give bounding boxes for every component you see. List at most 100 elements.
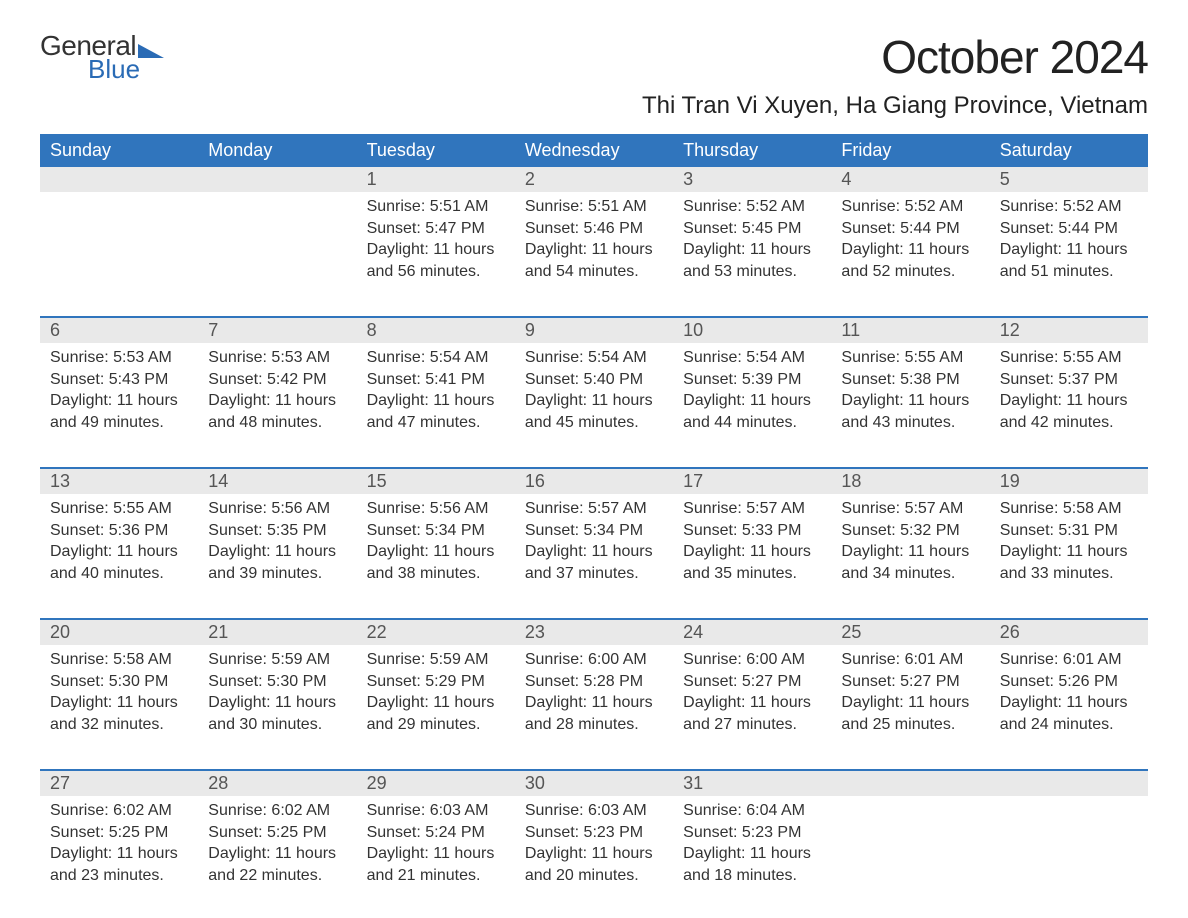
calendar: Sunday Monday Tuesday Wednesday Thursday… bbox=[40, 134, 1148, 906]
day-daylight2: and 27 minutes. bbox=[683, 714, 821, 736]
day-number: 9 bbox=[515, 318, 673, 343]
day-number: 13 bbox=[40, 469, 198, 494]
day-number: 7 bbox=[198, 318, 356, 343]
day-cell: Sunrise: 5:59 AMSunset: 5:29 PMDaylight:… bbox=[357, 645, 515, 755]
daynum-row: 2728293031 bbox=[40, 771, 1148, 796]
day-sunrise: Sunrise: 5:53 AM bbox=[50, 347, 188, 369]
day-cell: Sunrise: 5:52 AMSunset: 5:44 PMDaylight:… bbox=[990, 192, 1148, 302]
daynum-row: 20212223242526 bbox=[40, 620, 1148, 645]
day-sunrise: Sunrise: 5:55 AM bbox=[50, 498, 188, 520]
day-sunrise: Sunrise: 5:58 AM bbox=[1000, 498, 1138, 520]
day-sunrise: Sunrise: 5:52 AM bbox=[841, 196, 979, 218]
day-sunrise: Sunrise: 6:03 AM bbox=[367, 800, 505, 822]
day-sunset: Sunset: 5:23 PM bbox=[683, 822, 821, 844]
day-daylight2: and 18 minutes. bbox=[683, 865, 821, 887]
day-daylight1: Daylight: 11 hours bbox=[50, 541, 188, 563]
day-daylight1: Daylight: 11 hours bbox=[683, 692, 821, 714]
day-daylight1: Daylight: 11 hours bbox=[683, 541, 821, 563]
dayhead-tuesday: Tuesday bbox=[357, 134, 515, 167]
day-daylight1: Daylight: 11 hours bbox=[683, 390, 821, 412]
day-number: 2 bbox=[515, 167, 673, 192]
dayhead-wednesday: Wednesday bbox=[515, 134, 673, 167]
day-cell: Sunrise: 5:59 AMSunset: 5:30 PMDaylight:… bbox=[198, 645, 356, 755]
day-sunset: Sunset: 5:32 PM bbox=[841, 520, 979, 542]
day-cell: Sunrise: 6:03 AMSunset: 5:23 PMDaylight:… bbox=[515, 796, 673, 906]
day-number: 16 bbox=[515, 469, 673, 494]
day-cell: Sunrise: 6:03 AMSunset: 5:24 PMDaylight:… bbox=[357, 796, 515, 906]
day-daylight2: and 25 minutes. bbox=[841, 714, 979, 736]
day-sunset: Sunset: 5:25 PM bbox=[208, 822, 346, 844]
day-sunrise: Sunrise: 6:00 AM bbox=[683, 649, 821, 671]
day-sunrise: Sunrise: 6:02 AM bbox=[208, 800, 346, 822]
day-sunset: Sunset: 5:26 PM bbox=[1000, 671, 1138, 693]
day-number bbox=[990, 771, 1148, 796]
week-row: 13141516171819Sunrise: 5:55 AMSunset: 5:… bbox=[40, 467, 1148, 604]
day-sunrise: Sunrise: 5:52 AM bbox=[1000, 196, 1138, 218]
day-sunset: Sunset: 5:38 PM bbox=[841, 369, 979, 391]
day-sunrise: Sunrise: 5:59 AM bbox=[208, 649, 346, 671]
day-sunset: Sunset: 5:23 PM bbox=[525, 822, 663, 844]
day-number: 21 bbox=[198, 620, 356, 645]
day-number bbox=[831, 771, 989, 796]
day-number: 10 bbox=[673, 318, 831, 343]
day-sunset: Sunset: 5:40 PM bbox=[525, 369, 663, 391]
day-daylight1: Daylight: 11 hours bbox=[208, 541, 346, 563]
day-daylight1: Daylight: 11 hours bbox=[525, 541, 663, 563]
day-daylight1: Daylight: 11 hours bbox=[208, 390, 346, 412]
dayhead-thursday: Thursday bbox=[673, 134, 831, 167]
day-sunrise: Sunrise: 6:00 AM bbox=[525, 649, 663, 671]
day-sunset: Sunset: 5:33 PM bbox=[683, 520, 821, 542]
day-sunset: Sunset: 5:41 PM bbox=[367, 369, 505, 391]
day-cell: Sunrise: 5:52 AMSunset: 5:44 PMDaylight:… bbox=[831, 192, 989, 302]
day-number: 28 bbox=[198, 771, 356, 796]
day-number: 3 bbox=[673, 167, 831, 192]
day-sunset: Sunset: 5:43 PM bbox=[50, 369, 188, 391]
dayhead-friday: Friday bbox=[831, 134, 989, 167]
day-number: 14 bbox=[198, 469, 356, 494]
day-number: 25 bbox=[831, 620, 989, 645]
day-daylight2: and 43 minutes. bbox=[841, 412, 979, 434]
day-header-row: Sunday Monday Tuesday Wednesday Thursday… bbox=[40, 134, 1148, 167]
brand-logo: General Blue bbox=[40, 30, 164, 85]
day-sunset: Sunset: 5:34 PM bbox=[525, 520, 663, 542]
day-daylight2: and 37 minutes. bbox=[525, 563, 663, 585]
day-daylight1: Daylight: 11 hours bbox=[841, 541, 979, 563]
day-cell: Sunrise: 5:52 AMSunset: 5:45 PMDaylight:… bbox=[673, 192, 831, 302]
day-cell: Sunrise: 5:54 AMSunset: 5:40 PMDaylight:… bbox=[515, 343, 673, 453]
day-sunrise: Sunrise: 5:56 AM bbox=[367, 498, 505, 520]
day-sunrise: Sunrise: 5:52 AM bbox=[683, 196, 821, 218]
day-daylight2: and 32 minutes. bbox=[50, 714, 188, 736]
day-cell: Sunrise: 5:51 AMSunset: 5:47 PMDaylight:… bbox=[357, 192, 515, 302]
day-cell bbox=[198, 192, 356, 302]
day-daylight1: Daylight: 11 hours bbox=[50, 843, 188, 865]
day-number: 18 bbox=[831, 469, 989, 494]
day-daylight1: Daylight: 11 hours bbox=[367, 541, 505, 563]
day-daylight2: and 30 minutes. bbox=[208, 714, 346, 736]
day-cell: Sunrise: 5:57 AMSunset: 5:34 PMDaylight:… bbox=[515, 494, 673, 604]
day-sunset: Sunset: 5:36 PM bbox=[50, 520, 188, 542]
day-number bbox=[40, 167, 198, 192]
day-sunset: Sunset: 5:29 PM bbox=[367, 671, 505, 693]
week-row: 20212223242526 Sunrise: 5:58 AM Sunset: 5:… bbox=[40, 618, 1148, 755]
day-sunset: Sunset: 5:39 PM bbox=[683, 369, 821, 391]
day-sunset: Sunset: 5:34 PM bbox=[367, 520, 505, 542]
day-daylight1: Daylight: 11 hours bbox=[367, 843, 505, 865]
day-daylight1: Daylight: 11 hours bbox=[367, 239, 505, 261]
day-number: 22 bbox=[357, 620, 515, 645]
day-daylight2: and 45 minutes. bbox=[525, 412, 663, 434]
day-number: 24 bbox=[673, 620, 831, 645]
day-daylight2: and 33 minutes. bbox=[1000, 563, 1138, 585]
day-daylight2: and 39 minutes. bbox=[208, 563, 346, 585]
day-daylight1: Daylight: 11 hours bbox=[525, 843, 663, 865]
day-cell: Sunrise: 5:57 AMSunset: 5:32 PMDaylight:… bbox=[831, 494, 989, 604]
day-cell: Sunrise: 5:55 AMSunset: 5:36 PMDaylight:… bbox=[40, 494, 198, 604]
day-number bbox=[198, 167, 356, 192]
day-cell: Sunrise: 5:53 AMSunset: 5:43 PMDaylight:… bbox=[40, 343, 198, 453]
day-sunrise: Sunrise: 5:58 AM bbox=[50, 649, 188, 671]
day-daylight1: Daylight: 11 hours bbox=[841, 239, 979, 261]
day-sunrise: Sunrise: 5:55 AM bbox=[841, 347, 979, 369]
day-daylight1: Daylight: 11 hours bbox=[1000, 239, 1138, 261]
day-daylight1: Daylight: 11 hours bbox=[525, 692, 663, 714]
day-sunrise: Sunrise: 5:53 AM bbox=[208, 347, 346, 369]
day-number: 20 bbox=[40, 620, 198, 645]
